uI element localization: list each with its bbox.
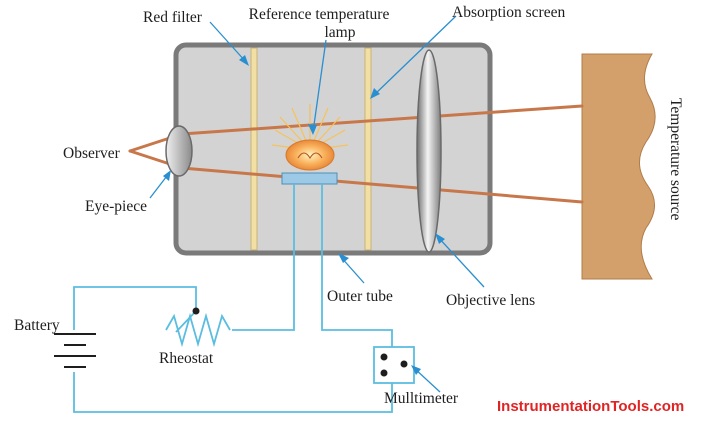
red-filter xyxy=(250,47,258,251)
eye-piece xyxy=(165,125,193,177)
label-reference-lamp-2: lamp xyxy=(325,24,356,41)
reference-lamp xyxy=(271,104,349,185)
temperature-source xyxy=(581,53,656,280)
label-absorption-screen: Absorption screen xyxy=(452,4,565,21)
label-temperature-source: Temperature source xyxy=(667,98,684,221)
label-red-filter: Red filter xyxy=(143,9,203,26)
multimeter-box xyxy=(373,346,415,384)
label-eye-piece: Eye-piece xyxy=(85,198,147,215)
lamp-base xyxy=(281,172,338,185)
watermark: InstrumentationTools.com xyxy=(497,398,684,415)
label-objective-lens: Objective lens xyxy=(446,292,535,309)
absorption-screen xyxy=(364,47,372,251)
outer-tube xyxy=(173,42,493,256)
label-battery: Battery xyxy=(14,317,60,334)
objective-lens xyxy=(416,49,442,253)
light-rays xyxy=(128,104,584,204)
leader-arrowheads xyxy=(163,55,445,375)
circuit-wires xyxy=(73,184,415,413)
rheostat-contact xyxy=(192,307,200,315)
label-rheostat: Rheostat xyxy=(159,350,214,367)
label-reference-lamp-1: Reference temperature xyxy=(249,6,390,23)
label-observer: Observer xyxy=(63,145,121,162)
multimeter-terminals xyxy=(380,353,408,377)
battery xyxy=(54,333,96,368)
label-outer-tube: Outer tube xyxy=(327,288,393,305)
label-multimeter: Mulltimeter xyxy=(384,390,459,407)
